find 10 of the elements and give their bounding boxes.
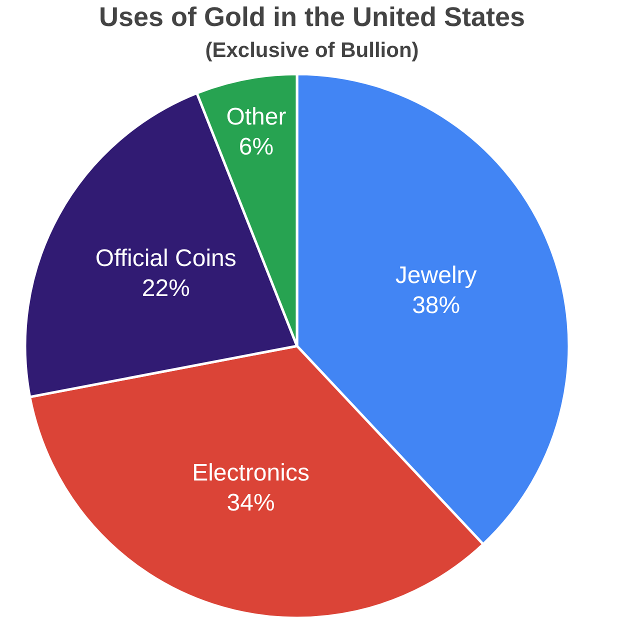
chart-subtitle: (Exclusive of Bullion): [205, 39, 419, 62]
slice-label: Official Coins: [95, 244, 236, 272]
data-label: 38%: [412, 292, 460, 319]
data-label: 22%: [142, 274, 190, 302]
slice-label: Electronics: [192, 459, 310, 486]
data-label: 34%: [226, 489, 275, 516]
data-label: 6%: [238, 133, 274, 160]
slice-label: Other: [226, 103, 286, 130]
chart-title: Uses of Gold in the United States: [98, 2, 526, 32]
slice-label: Jewelry: [395, 262, 477, 289]
